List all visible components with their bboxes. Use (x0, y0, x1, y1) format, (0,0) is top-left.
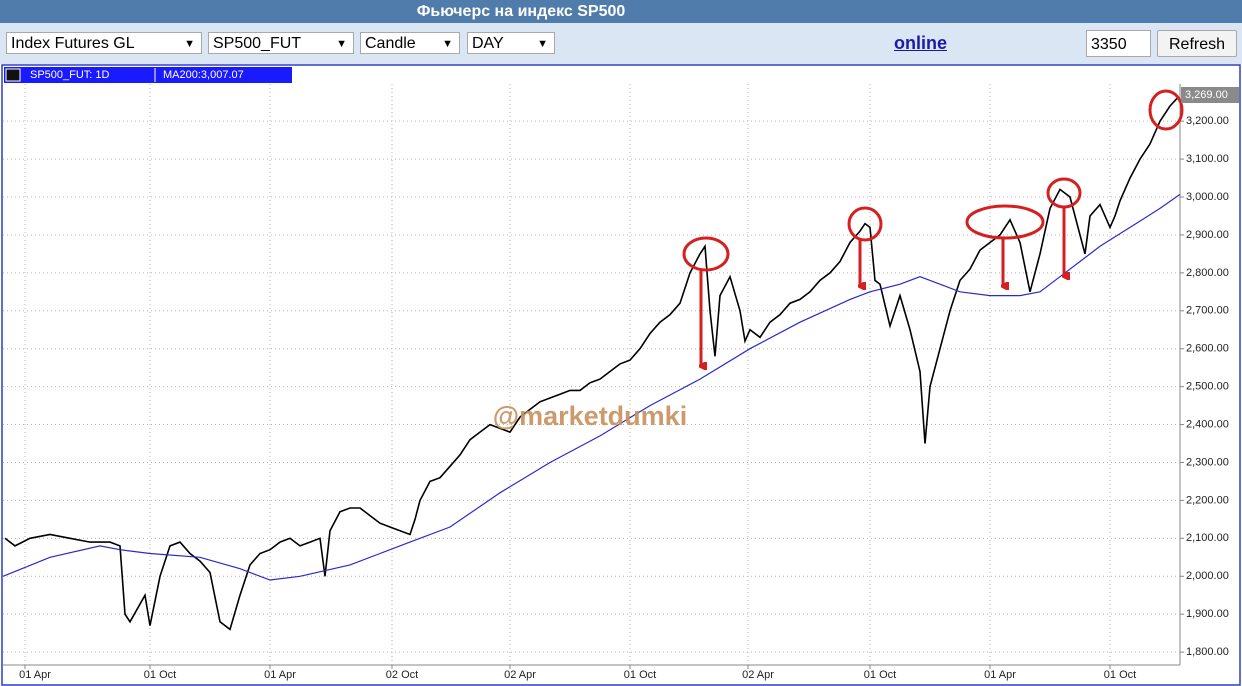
line-series (2, 193, 1181, 581)
x-tick-label: 01 Apr (19, 669, 51, 681)
y-tick-label: 2,900.00 (1186, 229, 1229, 241)
select[interactable]: DAY (467, 32, 555, 55)
x-tick-label: 01 Apr (264, 669, 296, 681)
plot: 1,800.00 1,900.00 2,000.00 2,100.00 2,200.00… (2, 84, 1229, 681)
y-tick-label: 2,100.00 (1186, 532, 1229, 544)
y-tick-label: 2,500.00 (1186, 381, 1229, 393)
y-tick-label: 2,200.00 (1186, 494, 1229, 506)
x-tick-label: 01 Oct (1104, 669, 1136, 681)
select[interactable]: Candle (360, 32, 460, 55)
header: Фьючерс на индекс SP500 (0, 0, 1242, 23)
watermark: @marketdumki (493, 401, 687, 431)
legend-bar (4, 67, 292, 83)
legend-label: MA200:3,007.07 (163, 69, 244, 81)
line-series (4, 97, 1178, 631)
last-price-label: 3,269.00 (1185, 89, 1228, 101)
refresh-button[interactable]: Refresh (1157, 30, 1237, 57)
toolbar: Index Futures GL SP500_FUT Candle DAY on… (0, 23, 1242, 64)
highlight-circle (847, 206, 883, 242)
y-tick-label: 2,600.00 (1186, 343, 1229, 355)
x-tick-label: 01 Apr (984, 669, 1016, 681)
x-tick-label: 01 Oct (864, 669, 896, 681)
y-tick-label: 2,700.00 (1186, 305, 1229, 317)
x-tick-label: 01 Oct (144, 669, 176, 681)
y-tick-label: 3,000.00 (1186, 191, 1229, 203)
y-tick-label: 2,000.00 (1186, 570, 1229, 582)
select[interactable]: Index Futures GL (6, 32, 202, 55)
y-tick-label: 3,100.00 (1186, 153, 1229, 165)
highlight-circle (1148, 89, 1184, 131)
legend-label: SP500_FUT: 1D (30, 69, 110, 81)
annotations (682, 89, 1184, 366)
select[interactable]: SP500_FUT (208, 32, 354, 55)
last-price-box (1181, 86, 1239, 103)
y-tick-label: 2,400.00 (1186, 418, 1229, 430)
highlight-circle (682, 236, 730, 272)
x-tick-label: 02 Apr (504, 669, 536, 681)
y-tick-label: 1,900.00 (1186, 608, 1229, 620)
y-tick-label: 2,800.00 (1186, 267, 1229, 279)
x-tick-label: 01 Oct (624, 669, 656, 681)
legend-icon (5, 68, 21, 82)
y-tick-label: 1,800.00 (1186, 646, 1229, 658)
header-title: Фьючерс на индекс SP500 (416, 3, 626, 20)
x-tick-label: 02 Oct (386, 669, 418, 681)
x-tick-label: 02 Apr (742, 669, 774, 681)
y-tick-label: 2,300.00 (1186, 456, 1229, 468)
chart: 1,800.00 1,900.00 2,000.00 2,100.00 2,200.00… (1, 64, 1241, 686)
y-tick-label: 3,200.00 (1186, 115, 1229, 127)
chart-frame (1, 64, 1241, 686)
online-link[interactable]: online (894, 33, 947, 53)
input[interactable]: 3350 (1086, 30, 1151, 57)
highlight-circle (965, 204, 1045, 240)
